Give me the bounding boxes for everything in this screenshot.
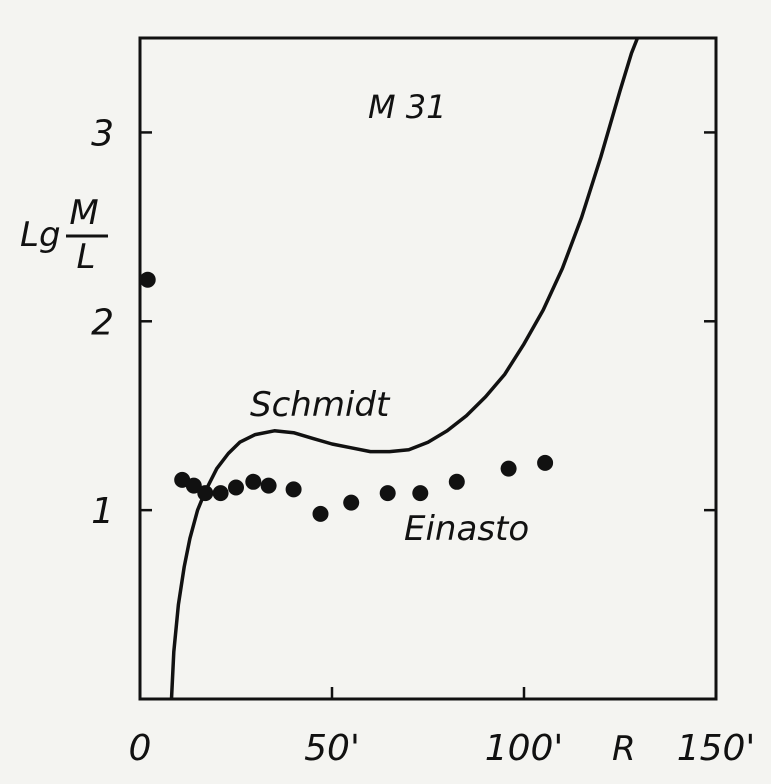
series-label-schmidt: Schmidt	[250, 385, 391, 425]
data-point-einasto	[139, 271, 156, 288]
data-point-einasto	[537, 454, 554, 471]
data-point-einasto	[500, 460, 517, 477]
x-tick-label: 150'	[677, 728, 756, 769]
y-axis-label-lg: Lg	[20, 215, 61, 255]
series-layer	[139, 38, 640, 699]
y-axis-label-denominator: L	[77, 237, 96, 277]
data-point-einasto	[185, 477, 202, 494]
y-tick-label: 2	[91, 302, 114, 343]
data-point-einasto	[285, 481, 302, 498]
series-line-schmidt	[169, 38, 640, 699]
x-tick-label: 50'	[304, 728, 360, 769]
data-point-einasto	[212, 485, 229, 502]
data-point-einasto	[197, 485, 214, 502]
plot-frame	[138, 36, 718, 701]
y-tick-label: 3	[91, 113, 114, 154]
data-point-einasto	[228, 479, 244, 496]
y-axis-label-numerator: M	[69, 193, 98, 233]
x-tick-label: 0	[129, 728, 152, 769]
data-point-einasto	[412, 485, 429, 502]
axis-ticks: 0 50' 100' 150' 1 2 3	[91, 113, 755, 769]
y-tick-label: 1	[91, 491, 114, 532]
data-point-einasto	[379, 485, 396, 502]
data-point-einasto	[260, 477, 277, 494]
x-axis-label: R	[612, 729, 636, 769]
data-point-einasto	[448, 473, 465, 490]
data-point-einasto	[343, 494, 360, 511]
chart-title: M 31	[368, 88, 447, 126]
data-point-einasto	[312, 505, 329, 522]
series-label-einasto: Einasto	[404, 509, 529, 549]
x-tick-label: 100'	[485, 728, 564, 769]
labels: M 31 Lg M L R Schmidt Einasto	[20, 88, 636, 769]
data-point-einasto	[245, 473, 262, 490]
